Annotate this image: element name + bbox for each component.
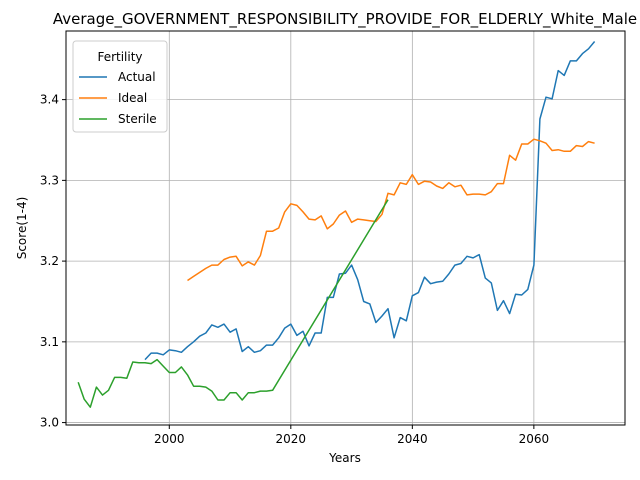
x-tick-label: 2040 [397, 432, 428, 446]
series-line-sterile [77, 199, 389, 408]
series-line-actual [144, 41, 596, 361]
legend-box [72, 40, 168, 133]
series-line-ideal [187, 138, 595, 282]
y-axis-ticks: 3.0 3.1 3.2 3.3 3.4 [40, 93, 66, 430]
legend-label-sterile: Sterile [118, 112, 157, 126]
y-axis-label: Score(1-4) [15, 197, 29, 260]
plot-frame [65, 30, 626, 426]
x-tick-label: 2000 [154, 432, 185, 446]
x-axis-ticks: 2000 2020 2040 2060 [154, 425, 549, 446]
y-tick-label: 3.2 [40, 254, 59, 268]
x-tick-label: 2020 [276, 432, 307, 446]
x-axis-label: Years [328, 451, 361, 465]
y-tick-label: 3.0 [40, 416, 59, 430]
grid-lines [66, 31, 625, 425]
series-lines [77, 41, 596, 408]
x-tick-label: 2060 [519, 432, 550, 446]
legend-title: Fertility [97, 50, 142, 64]
chart-title: Average_GOVERNMENT_RESPONSIBILITY_PROVID… [53, 10, 637, 29]
legend: Fertility Actual Ideal Sterile [72, 40, 168, 133]
y-tick-label: 3.1 [40, 335, 59, 349]
y-tick-label: 3.3 [40, 173, 59, 187]
legend-label-ideal: Ideal [118, 91, 147, 105]
legend-label-actual: Actual [118, 70, 156, 84]
y-tick-label: 3.4 [40, 93, 59, 107]
